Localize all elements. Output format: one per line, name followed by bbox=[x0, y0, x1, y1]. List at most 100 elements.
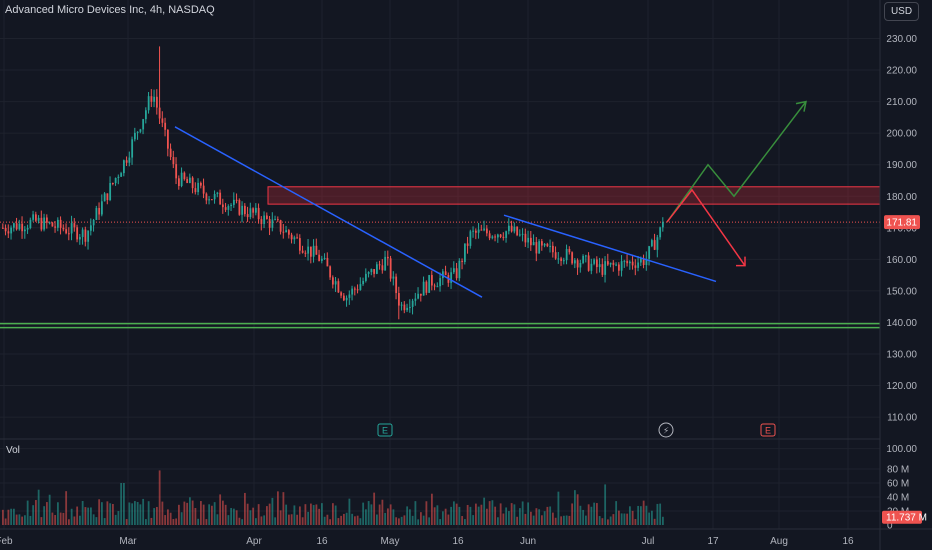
candle bbox=[125, 156, 128, 166]
volume-bar bbox=[150, 517, 153, 525]
candle bbox=[422, 276, 425, 296]
candle bbox=[200, 181, 202, 189]
volume-bar bbox=[381, 499, 384, 525]
chart-title[interactable]: Advanced Micro Devices Inc, 4h, NASDAQ bbox=[5, 4, 215, 16]
candle bbox=[29, 217, 32, 230]
volume-pane-label[interactable]: Vol bbox=[6, 445, 20, 456]
volume-bar bbox=[659, 503, 662, 525]
candle bbox=[494, 234, 497, 242]
candle bbox=[618, 262, 620, 276]
candle bbox=[213, 190, 216, 204]
volume-bar bbox=[54, 515, 57, 525]
volume-bar bbox=[433, 507, 436, 525]
candle bbox=[54, 221, 57, 233]
candle bbox=[367, 271, 370, 278]
candle bbox=[205, 192, 208, 205]
dividend-marker[interactable]: ⚡ bbox=[658, 422, 674, 438]
candle bbox=[101, 194, 103, 217]
candle bbox=[191, 176, 194, 194]
earnings-marker-2[interactable]: E bbox=[760, 423, 776, 437]
volume-bars bbox=[2, 470, 664, 525]
volume-bar bbox=[582, 509, 585, 525]
volume-bar bbox=[601, 518, 604, 525]
volume-bar bbox=[521, 501, 524, 525]
lightning-icon: ⚡ bbox=[663, 427, 669, 437]
candle bbox=[354, 286, 356, 296]
projection-up-arrow[interactable] bbox=[666, 101, 807, 223]
candle bbox=[290, 232, 293, 244]
volume-bar bbox=[321, 503, 323, 525]
volume-bar bbox=[541, 515, 543, 525]
volume-bar bbox=[579, 505, 582, 525]
volume-bar bbox=[51, 512, 54, 525]
volume-bar bbox=[131, 503, 134, 525]
volume-bar bbox=[205, 519, 208, 525]
currency-button[interactable]: USD bbox=[884, 2, 919, 21]
trendline-1[interactable] bbox=[174, 126, 483, 298]
volume-bar bbox=[477, 506, 480, 525]
volume-bar bbox=[653, 518, 656, 525]
resistance-zone[interactable] bbox=[267, 186, 881, 205]
time-tick-label: Apr bbox=[246, 536, 262, 547]
volume-bar bbox=[425, 501, 428, 525]
candle bbox=[565, 244, 568, 265]
candle bbox=[139, 128, 142, 134]
candle bbox=[351, 285, 354, 301]
volume-bar bbox=[466, 504, 469, 525]
candle bbox=[2, 223, 4, 229]
candle bbox=[156, 89, 158, 115]
price-tick-label: 130.00 bbox=[886, 350, 917, 361]
price-axis[interactable]: 230.00220.00210.00200.00190.00180.00170.… bbox=[886, 34, 917, 455]
volume-bar bbox=[543, 511, 546, 525]
candle bbox=[486, 225, 488, 237]
volume-bar bbox=[615, 501, 618, 525]
candle bbox=[147, 91, 150, 114]
volume-bar bbox=[604, 484, 607, 525]
event-markers[interactable]: E ⚡ E bbox=[377, 422, 776, 438]
volume-bar bbox=[475, 503, 477, 525]
volume-bar bbox=[197, 518, 200, 525]
trendline-2[interactable] bbox=[503, 214, 717, 283]
projection-down-arrow[interactable] bbox=[666, 188, 746, 267]
candle bbox=[466, 236, 469, 254]
drawings[interactable] bbox=[174, 100, 807, 298]
candle bbox=[472, 226, 475, 238]
candle bbox=[222, 198, 224, 214]
volume-bar bbox=[634, 519, 637, 525]
candle bbox=[301, 245, 304, 254]
volume-bar bbox=[356, 515, 359, 525]
candle bbox=[535, 237, 538, 262]
candle bbox=[387, 250, 389, 266]
volume-bar bbox=[208, 504, 211, 525]
volume-bar bbox=[590, 506, 593, 525]
volume-bar bbox=[62, 512, 65, 525]
earnings-marker-1[interactable]: E bbox=[377, 423, 393, 437]
support-level[interactable] bbox=[0, 322, 880, 329]
candle bbox=[499, 233, 502, 239]
volume-bar bbox=[568, 515, 571, 525]
volume-bar bbox=[576, 494, 579, 525]
volume-bar bbox=[557, 491, 560, 525]
volume-bar bbox=[76, 506, 79, 525]
volume-bar bbox=[367, 501, 370, 525]
candle bbox=[439, 272, 442, 292]
candle bbox=[400, 301, 403, 311]
candle bbox=[189, 173, 191, 184]
price-tick-label: 200.00 bbox=[886, 129, 917, 140]
candle bbox=[59, 216, 62, 235]
volume-bar bbox=[620, 513, 623, 525]
volume-bar bbox=[7, 509, 10, 525]
volume-bar bbox=[354, 516, 356, 525]
candle bbox=[145, 107, 147, 124]
time-axis[interactable]: Feb Mar Apr 16 May 16 Jun Jul 17 Aug 16 bbox=[0, 536, 854, 547]
volume-bar bbox=[183, 501, 186, 525]
volume-bar bbox=[73, 516, 76, 525]
volume-bar bbox=[169, 512, 172, 525]
candle bbox=[403, 301, 406, 314]
volume-bar bbox=[299, 506, 301, 525]
candle bbox=[293, 235, 296, 244]
candle bbox=[186, 176, 189, 184]
candle bbox=[629, 260, 631, 270]
volume-bar bbox=[373, 492, 376, 525]
